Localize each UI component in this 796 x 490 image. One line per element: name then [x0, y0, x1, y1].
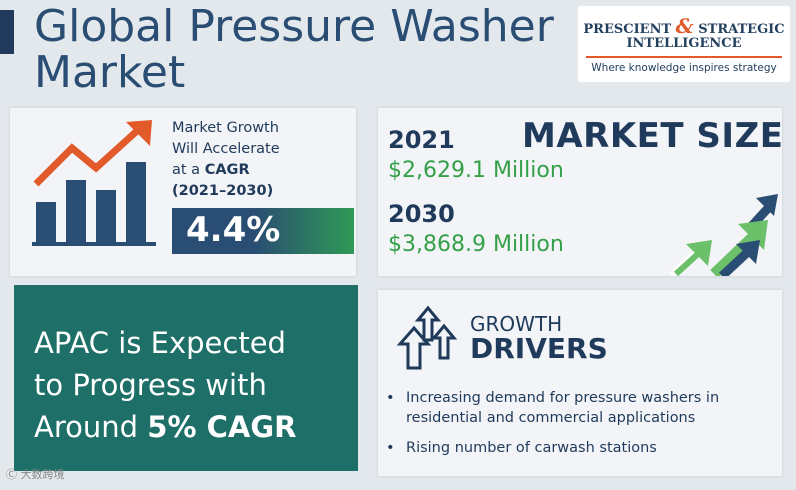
- list-item: Rising number of carwash stations: [386, 438, 774, 458]
- logo-line-1: PRESCIENT & STRATEGIC: [578, 14, 790, 38]
- apac-line-2: to Progress with: [34, 368, 267, 402]
- market-size-title: MARKET SIZE: [522, 116, 784, 156]
- growth-description: Market Growth Will Accelerate at a CAGR …: [172, 118, 280, 202]
- logo-ampersand: &: [675, 14, 694, 38]
- growth-line-3-prefix: at a: [172, 162, 205, 178]
- year-2030: 2030: [388, 200, 455, 228]
- cagr-badge: [172, 208, 354, 254]
- logo-line-2: INTELLIGENCE: [626, 36, 742, 51]
- watermark-text: 大数跨境: [20, 468, 65, 481]
- growth-drivers-list: Increasing demand for pressure washers i…: [386, 388, 774, 468]
- growth-drivers-icon: [396, 305, 458, 370]
- apac-panel: [14, 285, 358, 471]
- title-line-1: Global Pressure Washer: [34, 1, 554, 52]
- growth-period: (2021–2030): [172, 183, 274, 199]
- growth-line-3: at a CAGR: [172, 160, 280, 181]
- watermark-icon: Ⓒ: [6, 468, 21, 481]
- apac-cagr-value: 5% CAGR: [147, 410, 297, 444]
- apac-statement: APAC is Expected to Progress with Around…: [34, 322, 296, 448]
- apac-line-1: APAC is Expected: [34, 326, 286, 360]
- list-item: Increasing demand for pressure washers i…: [386, 388, 774, 428]
- growth-chart-icon: [32, 120, 156, 246]
- year-2021: 2021: [388, 126, 455, 154]
- growth-arrows-icon: [668, 194, 778, 276]
- title-accent-bar: [0, 10, 14, 54]
- apac-line-3-prefix: Around: [34, 410, 148, 444]
- watermark: Ⓒ 大数跨境: [6, 466, 65, 482]
- logo-word-prescient: PRESCIENT: [583, 22, 676, 37]
- logo-tagline: Where knowledge inspires strategy: [591, 62, 777, 74]
- growth-drivers-heading-1: GROWTH: [470, 312, 563, 336]
- apac-line-3: Around 5% CAGR: [34, 406, 296, 448]
- page-title: Global Pressure Washer Market: [34, 4, 554, 96]
- company-logo: PRESCIENT & STRATEGIC INTELLIGENCE Where…: [578, 6, 790, 82]
- value-2030: $3,868.9 Million: [388, 232, 564, 257]
- logo-word-strategic: STRATEGIC: [693, 22, 785, 37]
- growth-line-1: Market Growth: [172, 120, 279, 136]
- value-2021: $2,629.1 Million: [388, 158, 564, 183]
- growth-cagr-label: CAGR: [204, 162, 250, 178]
- market-size-panel: [378, 108, 782, 276]
- logo-rule: [586, 56, 782, 58]
- title-line-2: Market: [34, 47, 186, 98]
- growth-line-2: Will Accelerate: [172, 141, 280, 157]
- cagr-value: 4.4%: [186, 210, 281, 250]
- growth-drivers-heading-2: DRIVERS: [470, 332, 608, 365]
